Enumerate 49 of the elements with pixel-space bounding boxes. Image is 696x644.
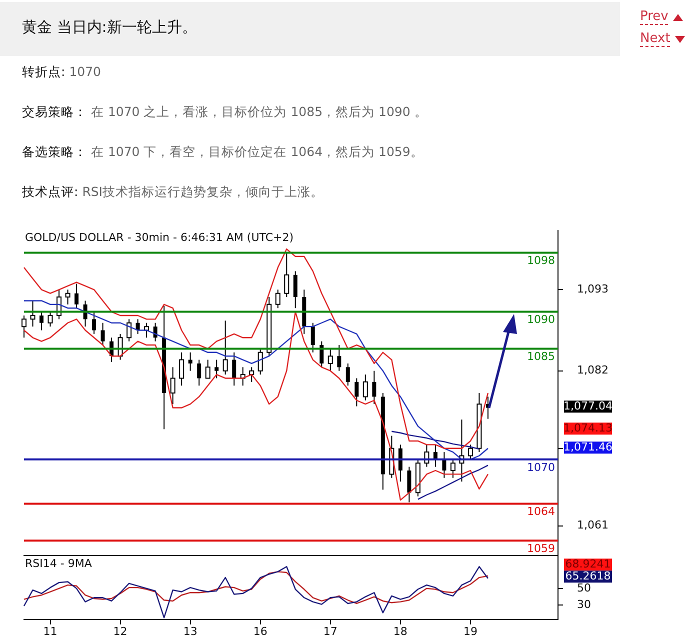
candlestick xyxy=(74,283,79,309)
candlestick xyxy=(398,444,402,482)
text: 1,074.13 xyxy=(564,421,612,434)
candlestick xyxy=(40,311,44,331)
chart-title: RSI14 - 9MA xyxy=(25,556,92,570)
text: 1,071.46 xyxy=(564,440,612,454)
x-tick-label: 12 xyxy=(113,624,128,638)
ref-line-label: 1085 xyxy=(527,350,555,364)
candlestick xyxy=(346,362,350,386)
y-tick-label: 1,082 xyxy=(577,364,608,377)
candlestick xyxy=(293,270,298,309)
ref-line-label: 1090 xyxy=(527,313,555,326)
x-tick-label: 11 xyxy=(43,624,58,638)
text: 1,077.04 xyxy=(564,399,612,412)
ref-line-label: 1059 xyxy=(527,542,555,555)
candlestick xyxy=(214,359,219,379)
text: Prev xyxy=(640,9,668,25)
text: 交易策略： 在 1070 之上，看涨，目标价位为 1085，然后为 1090 。 xyxy=(22,104,428,119)
candlestick xyxy=(92,311,96,334)
candlestick xyxy=(197,359,202,386)
x-tick-label: 16 xyxy=(253,624,268,638)
candlestick xyxy=(232,352,236,386)
candlestick xyxy=(372,370,376,405)
candlestick xyxy=(100,322,105,346)
x-tick-label: 18 xyxy=(393,624,408,638)
chart-title: GOLD/US DOLLAR - 30min - 6:46:31 AM (UTC+2) xyxy=(25,230,294,244)
text: 68.9241 xyxy=(565,557,611,570)
y-tick-label: 1,093 xyxy=(577,282,608,296)
candlestick xyxy=(354,378,359,407)
candlestick xyxy=(442,452,446,478)
candlestick xyxy=(188,352,192,372)
text: 转折点: 1070 xyxy=(22,64,102,79)
ref-line-label: 1098 xyxy=(527,254,555,268)
x-tick-label: 19 xyxy=(463,624,478,638)
y-tick-label: 50 xyxy=(577,581,591,594)
text: Next xyxy=(640,31,670,47)
candlestick xyxy=(337,344,342,372)
x-tick-label: 13 xyxy=(183,624,198,638)
y-tick-label: 1,061 xyxy=(577,518,608,532)
ref-line-label: 1064 xyxy=(527,505,555,518)
candlestick xyxy=(310,322,315,353)
text: 备选策略： 在 1070 下，看空，目标价位定在 1064，然后为 1059。 xyxy=(22,144,424,159)
y-tick-label: 30 xyxy=(577,598,591,612)
text: 65.2618 xyxy=(565,569,611,582)
candlestick xyxy=(407,466,412,503)
text: 技术点评: RSI技术指标运行趋势复杂，倾向于上涨。 xyxy=(22,184,324,199)
x-tick-label: 17 xyxy=(323,624,338,638)
ref-line-label: 1070 xyxy=(527,460,555,474)
text: 黄金 当日内:新一轮上升。 xyxy=(22,18,197,37)
